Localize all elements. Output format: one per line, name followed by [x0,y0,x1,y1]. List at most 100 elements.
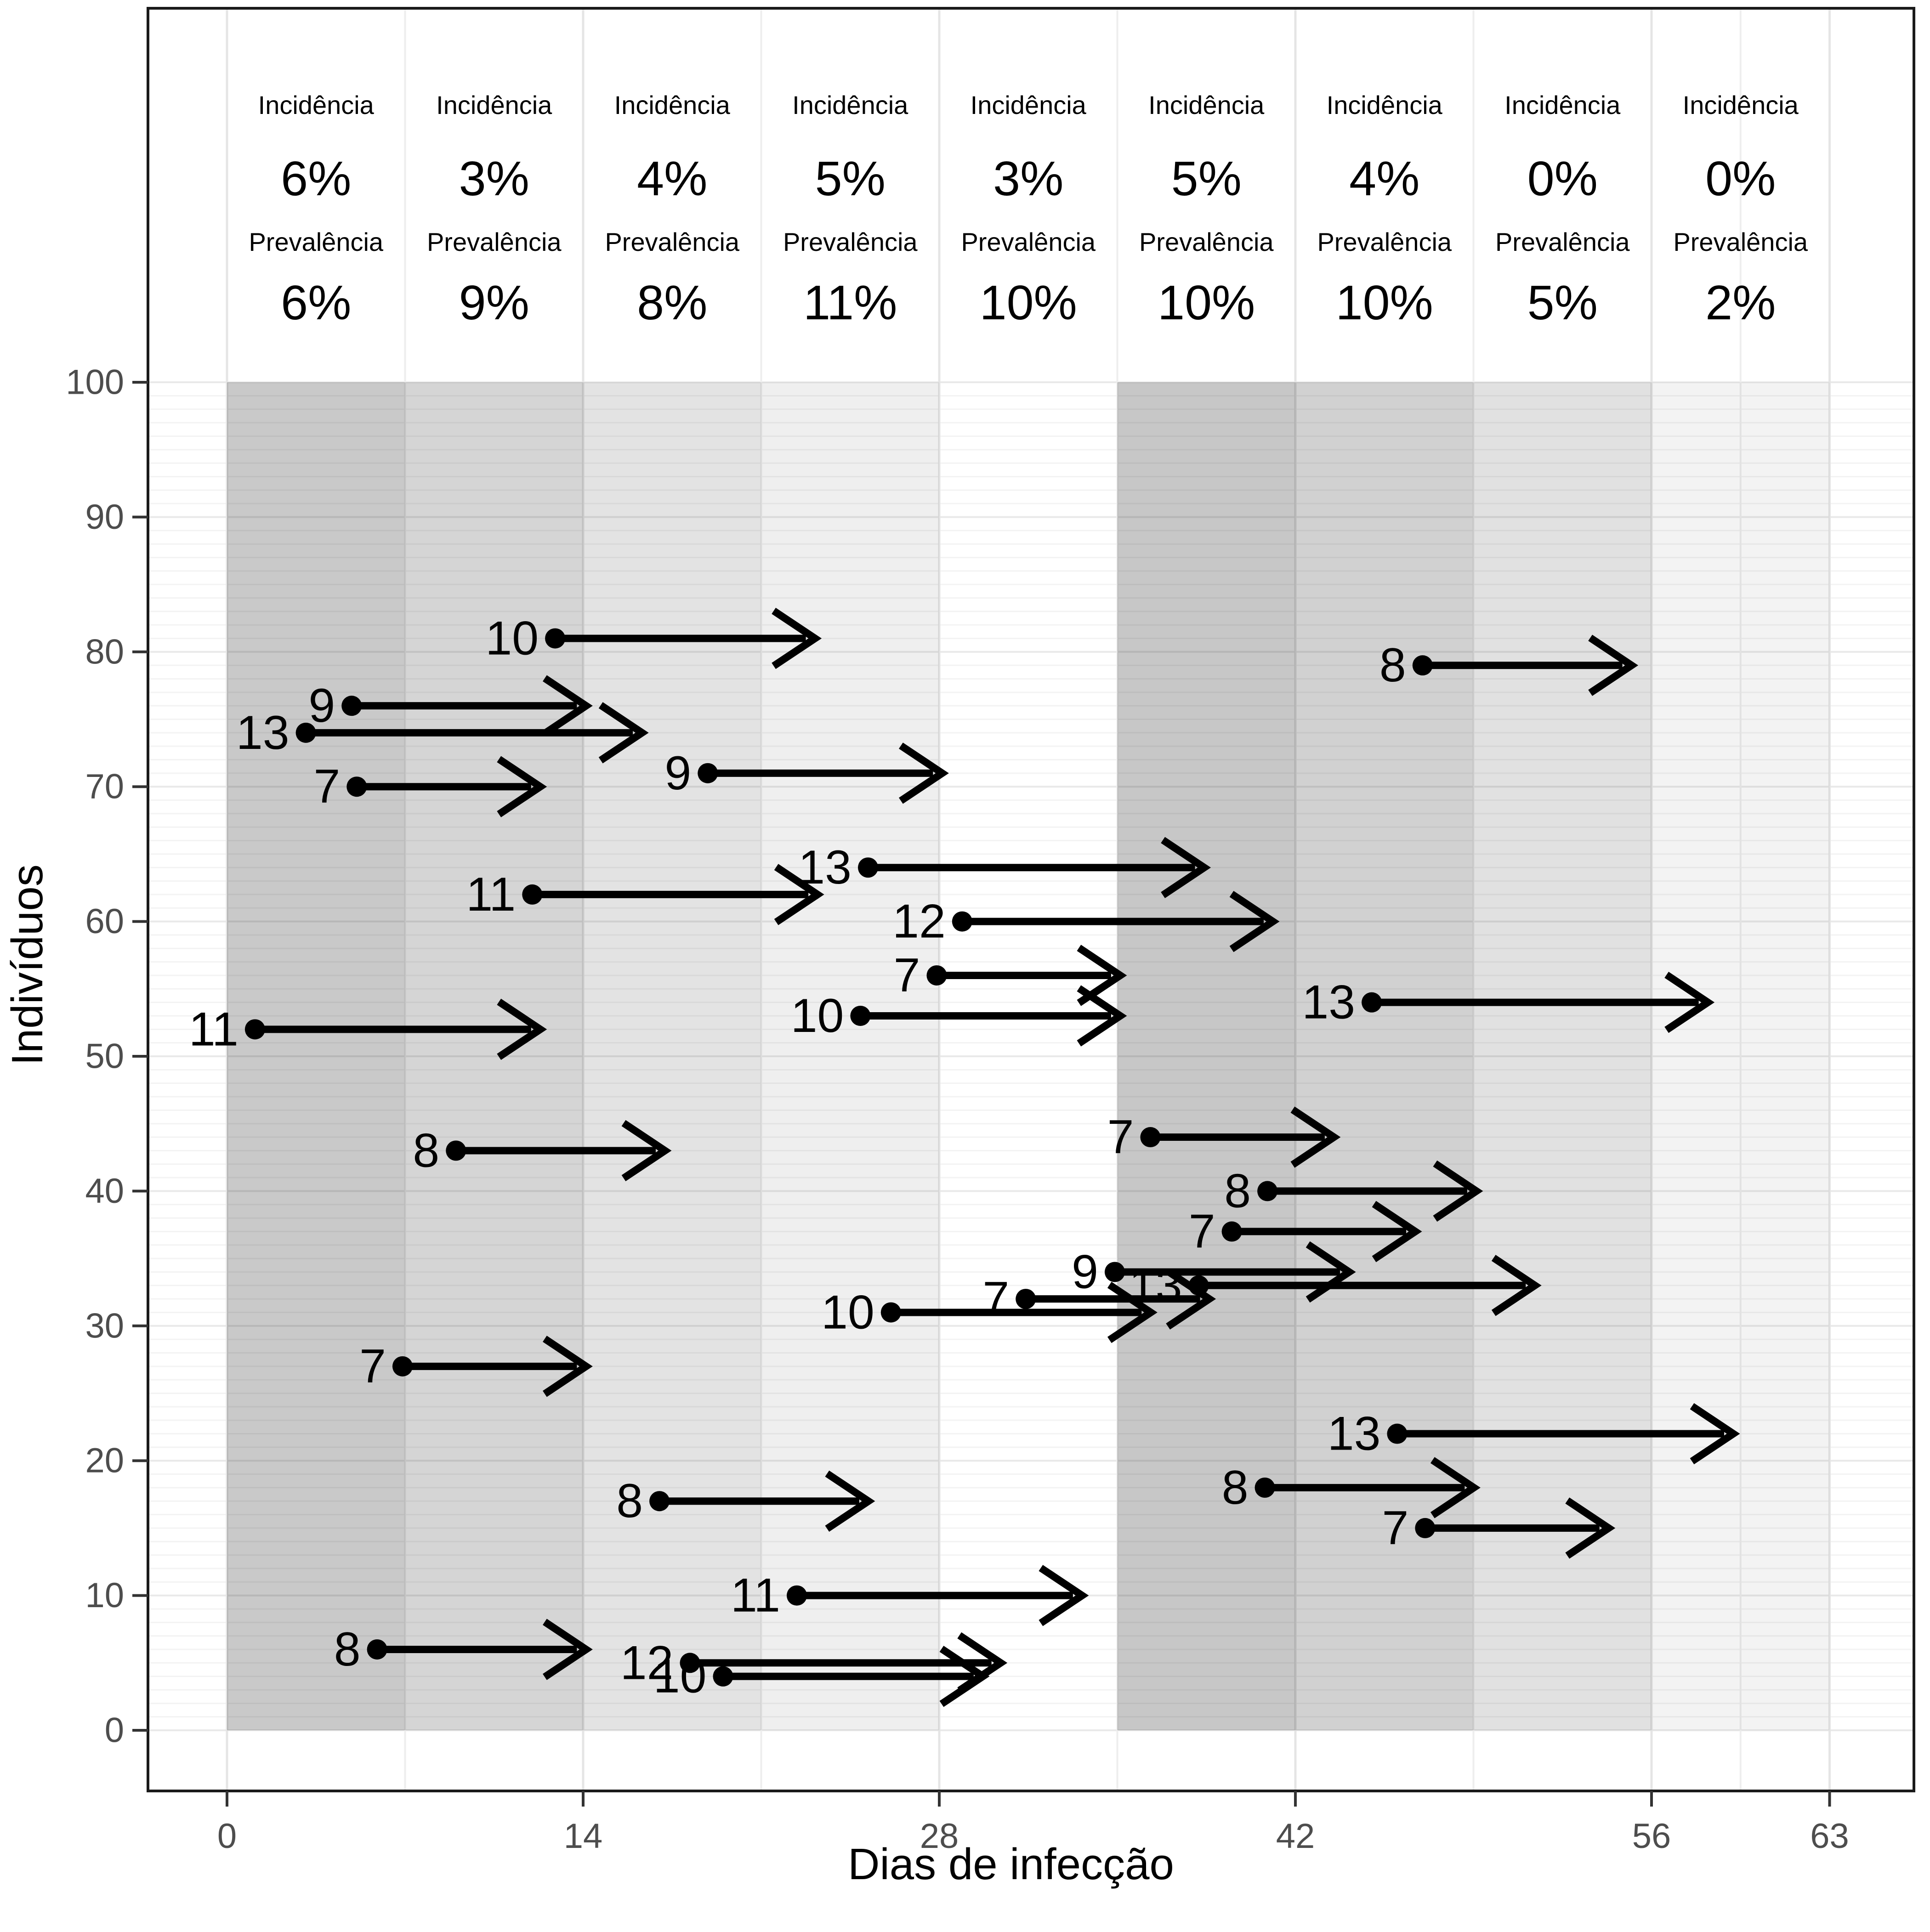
arrow-start-dot [522,884,543,905]
y-axis-title: Indivíduos [3,864,52,1065]
infection-arrow: 12 [892,890,1280,952]
arrow-duration-label: 8 [616,1474,643,1528]
arrow-head [1433,1160,1483,1222]
arrow-start-dot [850,1005,871,1026]
arrow-head [1491,1255,1542,1316]
arrow-start-dot [1362,992,1382,1013]
y-tick-label: 60 [85,902,124,941]
y-tick-label: 30 [85,1306,124,1345]
infection-arrow: 13 [236,702,649,764]
window-incidence-value: 5% [1171,152,1242,206]
arrow-head [543,1619,593,1680]
arrow-head [1077,985,1127,1047]
gridlines-layer [148,8,1914,1791]
x-tick-label: 63 [1810,1817,1849,1856]
window-incidence-label: Incidência [971,91,1087,119]
infection-arrow: 11 [466,864,824,925]
arrow-head [1430,1457,1481,1518]
arrow-duration-label: 10 [821,1286,874,1339]
infection-arrow: 10 [485,607,822,669]
window-band [405,382,583,1730]
arrow-head [825,1470,875,1532]
window-prevalence-value: 10% [1158,276,1255,330]
arrow-head [1039,1564,1089,1626]
window-band [583,382,761,1730]
window-incidence-label: Incidência [614,91,731,119]
window-incidence-value: 6% [281,152,351,206]
infection-arrow: 8 [616,1470,875,1532]
infection-arrow: 7 [982,1268,1216,1330]
infection-arrow: 7 [1189,1201,1422,1263]
arrow-head [1588,635,1639,696]
y-tick-label: 10 [85,1576,124,1615]
y-tick-label: 100 [66,363,124,402]
infection-arrow: 13 [798,837,1211,898]
window-incidence-label: Incidência [1683,91,1799,119]
arrow-start-dot [952,911,972,932]
arrow-duration-label: 7 [894,949,920,1002]
window-headers-layer: Incidência 6% Prevalência 6% Incidência 3% Pre… [249,91,1808,330]
infection-arrow: 9 [308,675,593,737]
window-prevalence-label: Prevalência [783,227,918,256]
arrow-duration-label: 9 [1072,1245,1098,1298]
infection-arrow: 8 [413,1120,672,1182]
arrow-duration-label: 12 [892,895,946,948]
arrow-head [1166,1268,1216,1330]
arrow-start-dot [680,1653,700,1673]
window-prevalence-label: Prevalência [1139,227,1274,256]
arrow-start-dot [392,1356,413,1377]
window-bands-layer [227,382,1830,1730]
arrow-duration-label: 13 [1302,976,1355,1029]
window-incidence-value: 0% [1527,152,1598,206]
window-prevalence-value: 8% [637,276,707,330]
arrow-head [543,675,593,737]
arrow-start-dot [1104,1262,1125,1282]
y-tick-label: 50 [85,1037,124,1076]
arrow-start-dot [1221,1221,1242,1242]
infection-arrow: 10 [791,985,1127,1047]
arrow-head [899,742,949,804]
window-incidence-value: 5% [815,152,886,206]
arrow-start-dot [926,965,947,986]
window-band [761,382,939,1730]
arrow-start-dot [1415,1518,1436,1538]
y-tick-label: 0 [105,1711,124,1750]
y-tick-label: 40 [85,1172,124,1211]
arrow-start-dot [545,628,566,649]
window-incidence-label: Incidência [1327,91,1443,119]
arrow-duration-label: 12 [620,1636,674,1689]
y-tick-label: 20 [85,1441,124,1480]
window-prevalence-label: Prevalência [1495,227,1630,256]
window-prevalence-label: Prevalência [427,227,562,256]
window-incidence-value: 4% [1349,152,1419,206]
arrow-head [598,702,649,764]
infection-arrow: 13 [1129,1255,1542,1316]
window-prevalence-value: 5% [1527,276,1598,330]
infection-arrow: 7 [359,1336,593,1397]
arrow-duration-label: 7 [359,1340,386,1393]
window-incidence-label: Incidência [436,91,552,119]
window-incidence-value: 0% [1705,152,1776,206]
x-tick-label: 56 [1632,1817,1671,1856]
infection-arrow: 8 [334,1619,593,1680]
arrow-duration-label: 11 [466,868,516,921]
arrow-head [621,1120,672,1182]
x-axis-title: Dias de infecção [848,1840,1174,1889]
arrow-head [1306,1241,1356,1303]
infection-arrow: 13 [1302,971,1715,1033]
arrow-duration-label: 9 [664,747,691,800]
arrow-start-dot [698,763,718,783]
window-incidence-label: Incidência [258,91,375,119]
window-incidence-value: 3% [459,152,529,206]
infection-arrow: 7 [313,756,547,817]
arrow-start-dot [244,1019,265,1040]
infection-arrow: 7 [1107,1106,1341,1168]
arrow-head [1664,971,1715,1033]
arrow-start-dot [1254,1477,1275,1498]
window-prevalence-label: Prevalência [1673,227,1808,256]
arrow-start-dot [713,1666,733,1687]
arrow-duration-label: 10 [485,612,539,665]
